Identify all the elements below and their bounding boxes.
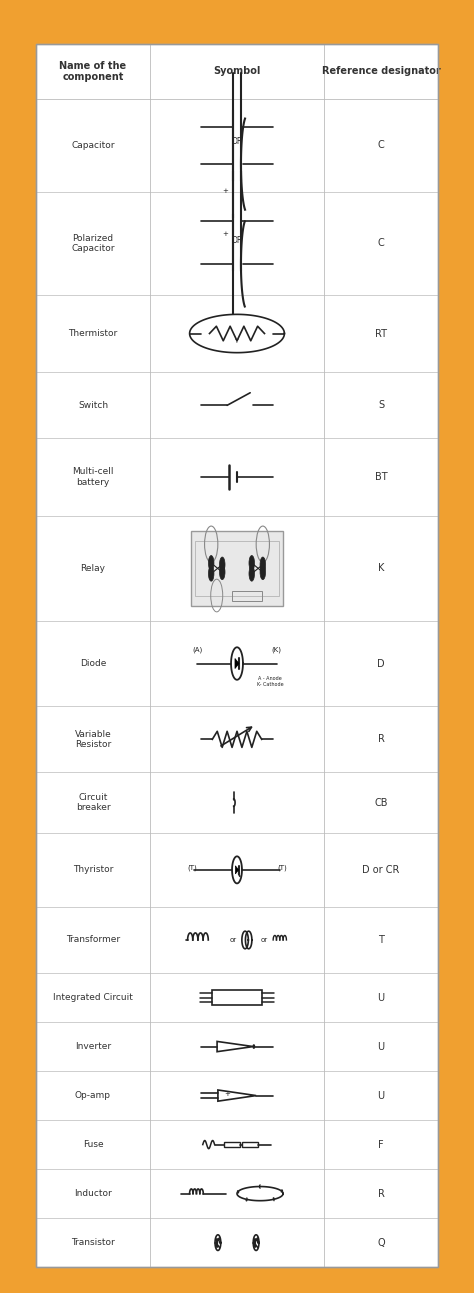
Bar xyxy=(191,530,283,606)
Text: D: D xyxy=(377,658,385,668)
Polygon shape xyxy=(218,1090,256,1102)
Text: S: S xyxy=(378,401,384,410)
Text: RT: RT xyxy=(375,328,387,339)
Text: Capacitor: Capacitor xyxy=(71,141,115,150)
Text: Multi-cell
battery: Multi-cell battery xyxy=(72,468,114,487)
Circle shape xyxy=(219,557,225,572)
Bar xyxy=(212,989,262,1006)
Bar xyxy=(36,44,438,1267)
Text: Relay: Relay xyxy=(81,564,105,573)
Text: Transistor: Transistor xyxy=(71,1239,115,1248)
Circle shape xyxy=(209,556,214,570)
Text: Variable
Resistor: Variable Resistor xyxy=(74,729,111,749)
Polygon shape xyxy=(236,866,238,874)
Text: (T): (T) xyxy=(277,865,287,871)
Text: BT: BT xyxy=(375,472,387,482)
Text: R: R xyxy=(378,1188,384,1199)
Circle shape xyxy=(260,557,265,572)
Circle shape xyxy=(249,566,255,581)
Circle shape xyxy=(249,556,255,570)
Text: U: U xyxy=(377,1042,384,1051)
Text: (A): (A) xyxy=(192,646,202,653)
Text: +: + xyxy=(222,231,228,237)
Text: +: + xyxy=(225,1090,230,1096)
Bar xyxy=(36,44,438,1267)
Text: Reference designator: Reference designator xyxy=(322,66,440,76)
Text: OR: OR xyxy=(231,235,243,244)
Text: Integrated Circuit: Integrated Circuit xyxy=(53,993,133,1002)
Text: Inverter: Inverter xyxy=(75,1042,111,1051)
Text: Thyristor: Thyristor xyxy=(73,865,113,874)
Text: Transformer: Transformer xyxy=(66,935,120,944)
Polygon shape xyxy=(217,1041,253,1051)
Text: D or CR: D or CR xyxy=(362,865,400,875)
Text: U: U xyxy=(377,1090,384,1100)
Circle shape xyxy=(209,566,214,581)
Text: Circuit
breaker: Circuit breaker xyxy=(76,793,110,812)
Text: CB: CB xyxy=(374,798,388,808)
Text: Inductor: Inductor xyxy=(74,1190,112,1199)
Text: or: or xyxy=(261,937,268,943)
Text: Fuse: Fuse xyxy=(82,1140,103,1149)
Text: K: K xyxy=(378,564,384,573)
Circle shape xyxy=(260,565,265,579)
Bar xyxy=(224,1142,240,1147)
Circle shape xyxy=(253,1045,255,1049)
Bar xyxy=(195,540,279,596)
Text: OR: OR xyxy=(231,137,243,146)
Text: C: C xyxy=(378,238,384,248)
Bar xyxy=(242,1142,258,1147)
Text: A - Anode
K- Cathode: A - Anode K- Cathode xyxy=(256,676,283,687)
Text: Diode: Diode xyxy=(80,659,106,668)
Text: Name of the
component: Name of the component xyxy=(59,61,127,83)
Text: R: R xyxy=(378,734,384,745)
Text: +: + xyxy=(222,187,228,194)
Text: F: F xyxy=(378,1139,384,1149)
Bar xyxy=(232,591,262,601)
Polygon shape xyxy=(235,658,239,668)
Text: T: T xyxy=(235,339,239,344)
Text: Syombol: Syombol xyxy=(213,66,261,76)
Text: Polarized
Capacitor: Polarized Capacitor xyxy=(71,234,115,253)
Text: Thermistor: Thermistor xyxy=(68,328,118,337)
Text: Q: Q xyxy=(377,1237,385,1248)
Text: Switch: Switch xyxy=(78,401,108,410)
Circle shape xyxy=(219,565,225,579)
Text: (K): (K) xyxy=(272,646,282,653)
Text: or: or xyxy=(229,937,237,943)
Text: U: U xyxy=(377,993,384,1002)
Text: T: T xyxy=(378,935,384,945)
Text: C: C xyxy=(378,141,384,150)
Text: (T): (T) xyxy=(187,865,197,871)
Text: Op-amp: Op-amp xyxy=(75,1091,111,1100)
